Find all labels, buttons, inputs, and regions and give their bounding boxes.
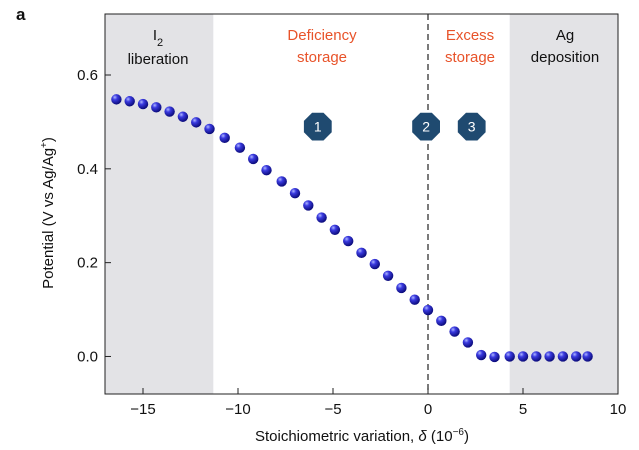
octagon-icon [412, 112, 440, 141]
data-point [369, 258, 380, 270]
data-point [582, 351, 593, 362]
region-label-deficiency-line2: storage [297, 49, 347, 66]
data-point [204, 123, 215, 135]
y-axis-title: Potential (V vs Ag/Ag+) [39, 137, 57, 289]
data-point [289, 188, 301, 199]
y-tick-label: 0.6 [77, 67, 98, 84]
data-point [124, 96, 135, 107]
data-point [462, 337, 474, 348]
plot-frame [104, 13, 619, 395]
data-point [531, 351, 542, 362]
x-tick-label: −10 [225, 401, 250, 418]
region-label-i2-line2: liberation [128, 51, 189, 68]
shaded-region-0 [105, 14, 214, 394]
stage-marker-2: 2 [412, 112, 440, 141]
data-point [517, 351, 529, 362]
data-point [191, 117, 202, 128]
y-tick-label: 0.4 [77, 161, 98, 178]
data-point [276, 176, 287, 187]
data-point [557, 351, 569, 362]
data-point [234, 142, 246, 153]
data-point [544, 351, 555, 362]
data-point [151, 102, 162, 113]
stage-marker-1: 1 [303, 112, 332, 141]
data-point [316, 212, 327, 223]
shaded-region-3 [509, 14, 618, 394]
data-point [303, 200, 314, 211]
regions-layer [105, 14, 618, 394]
region-label-excess-line1: Excess [446, 27, 494, 44]
data-point [177, 111, 189, 122]
data-point [422, 304, 434, 316]
data-point [571, 351, 582, 362]
data-point [137, 98, 149, 110]
data-point [409, 294, 420, 305]
region-label-ag-line2: deposition [531, 49, 599, 66]
data-point [489, 351, 500, 363]
data-point [343, 235, 354, 247]
stage-marker-label: 2 [422, 119, 430, 135]
data-point [329, 224, 341, 236]
region-label-deficiency-line1: Deficiency [287, 27, 357, 44]
x-tick-label: 0 [424, 401, 432, 418]
data-point [261, 165, 272, 176]
data-point [504, 351, 515, 362]
x-tick-label: −5 [324, 401, 341, 418]
data-point [356, 247, 367, 258]
stage-marker-label: 1 [314, 119, 322, 135]
stage-marker-3: 3 [457, 112, 486, 141]
data-point [396, 282, 407, 294]
data-point [111, 94, 122, 105]
octagon-icon [303, 112, 332, 141]
data-point [382, 270, 394, 281]
panel-label: a [16, 5, 26, 24]
y-tick-label: 0.2 [77, 255, 98, 272]
ticks-layer: −15 −10 −5 0 5 10 0.0 0.2 0.4 0.6 [77, 67, 626, 418]
octagon-icon [457, 112, 486, 141]
data-point [219, 132, 230, 144]
data-point [449, 326, 460, 337]
data-point [164, 106, 175, 117]
x-tick-label: 5 [519, 401, 527, 418]
y-tick-label: 0.0 [77, 348, 98, 365]
data-point [476, 349, 487, 361]
data-point [248, 153, 259, 165]
x-axis-title: Stoichiometric variation, δ (10−6) [255, 427, 469, 445]
markers-layer: 1 2 3 [303, 112, 486, 141]
stage-marker-label: 3 [468, 119, 476, 135]
x-tick-label: −15 [130, 401, 155, 418]
points-layer [111, 94, 593, 363]
region-label-excess-line2: storage [445, 49, 495, 66]
region-label-i2-line1: I2 [153, 27, 163, 49]
x-tick-label: 10 [610, 401, 627, 418]
data-point [436, 315, 447, 327]
region-label-ag-line1: Ag [556, 27, 574, 44]
